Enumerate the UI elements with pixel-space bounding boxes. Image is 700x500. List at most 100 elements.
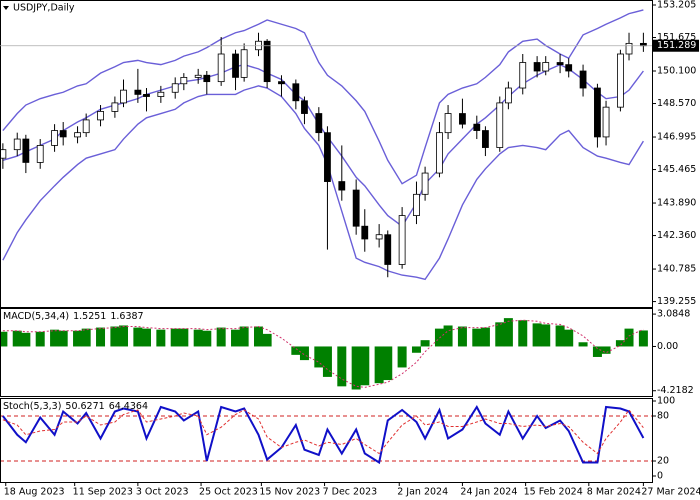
macd-bar xyxy=(202,330,212,347)
macd-bar xyxy=(495,322,505,347)
y-tick-label: 142.360 xyxy=(657,230,696,241)
macd-bar xyxy=(50,329,60,347)
y-tick-label: 3.0848 xyxy=(657,309,690,320)
macd-bar xyxy=(231,329,241,347)
x-tick-label: 15 Nov 2023 xyxy=(259,487,320,498)
indicator-value: 1.6387 xyxy=(110,311,143,322)
candle-body xyxy=(120,89,127,104)
y-tick-label: 153.205 xyxy=(657,0,696,10)
indicator-title: MACD(5,34,4) xyxy=(3,311,69,322)
macd-bar xyxy=(81,328,91,347)
macd-bar xyxy=(638,330,648,347)
candle-body xyxy=(217,53,225,83)
macd-bar xyxy=(374,346,384,384)
macd-bar xyxy=(541,324,551,347)
macd-bar xyxy=(96,327,106,347)
candle-body xyxy=(263,40,271,83)
candle-body xyxy=(565,64,573,72)
candle-body xyxy=(232,53,239,78)
indicator-label: MACD(5,34,4) 1.5251 1.6387 xyxy=(3,311,144,322)
candle-body xyxy=(171,83,179,93)
y-tick-label: 20 xyxy=(657,456,669,467)
macd-bar xyxy=(239,326,249,347)
bollinger-band xyxy=(2,85,644,281)
macd-bar xyxy=(503,318,513,347)
candle-body xyxy=(59,130,67,138)
macd-bar xyxy=(73,330,83,347)
macd-bar xyxy=(170,328,180,347)
macd-bar xyxy=(156,329,166,347)
price-label: 151.289 xyxy=(657,40,696,51)
plot-area xyxy=(0,318,648,390)
candle-body xyxy=(240,49,248,78)
panel-frame xyxy=(0,398,653,483)
candle-body xyxy=(375,234,383,240)
plot-area xyxy=(0,9,647,281)
indicator-value: 1.5251 xyxy=(73,311,106,322)
candle-body xyxy=(13,138,21,151)
candle-body xyxy=(36,145,44,163)
candle-body xyxy=(556,62,564,66)
macd-bar xyxy=(518,320,528,347)
indicator-label: Stoch(5,3,3) 50.6271 64.4364 xyxy=(3,401,148,412)
candle-body xyxy=(496,102,504,148)
candle-body xyxy=(482,130,489,148)
macd-bar xyxy=(179,328,189,347)
macd-bar xyxy=(141,328,151,347)
candle-body xyxy=(473,123,481,131)
macd-bar xyxy=(58,330,68,347)
macd-bar xyxy=(601,346,611,354)
bollinger-band xyxy=(2,9,644,185)
macd-bar xyxy=(193,329,203,347)
macd-signal xyxy=(2,319,644,388)
panel-frame xyxy=(0,308,653,397)
macd-bar xyxy=(0,331,8,347)
candle-body xyxy=(180,76,188,85)
x-tick-label: 2 Jan 2024 xyxy=(397,487,448,498)
macd-bar xyxy=(314,346,324,368)
candle-body xyxy=(384,234,392,265)
x-tick-label: 27 Mar 2024 xyxy=(641,487,700,498)
y-tick-label: 100 xyxy=(657,396,675,407)
macd-bar xyxy=(337,346,347,387)
macd-bar xyxy=(383,346,393,381)
candle-body xyxy=(436,132,443,174)
macd-bar xyxy=(322,346,332,377)
candle-body xyxy=(22,138,30,163)
candle-body xyxy=(315,113,323,134)
candle-body xyxy=(602,106,610,138)
y-tick-label: 140.785 xyxy=(657,264,696,275)
candle-body xyxy=(111,102,119,112)
macd-bar xyxy=(119,325,129,347)
y-tick-label: 148.570 xyxy=(657,98,696,109)
stoch-line xyxy=(2,405,645,465)
candle-body xyxy=(617,53,624,108)
menu-triangle[interactable] xyxy=(3,6,9,10)
candle-body xyxy=(579,70,587,89)
macd-bar xyxy=(35,331,45,347)
candle-body xyxy=(0,149,7,159)
macd-bar xyxy=(291,346,301,355)
macd-bar xyxy=(592,346,602,357)
candle-body xyxy=(594,87,601,138)
macd-bar xyxy=(254,326,264,347)
y-tick-label: 0 xyxy=(657,471,663,482)
macd-bar xyxy=(624,328,634,347)
candle-body xyxy=(459,113,466,125)
y-tick-label: 80 xyxy=(657,411,669,422)
x-tick-label: 18 Aug 2023 xyxy=(4,487,65,498)
panel-frame xyxy=(0,0,653,308)
x-tick-label: 3 Oct 2023 xyxy=(136,487,189,498)
chart-title: USDJPY,Daily xyxy=(13,3,75,14)
candle-body xyxy=(292,83,300,102)
candle-body xyxy=(361,225,369,240)
x-tick-label: 15 Feb 2024 xyxy=(524,487,583,498)
x-tick-label: 7 Dec 2023 xyxy=(323,487,378,498)
candle-body xyxy=(398,215,406,265)
candle-body xyxy=(533,62,541,72)
candle-body xyxy=(143,93,150,97)
candle-body xyxy=(74,132,81,138)
candle-body xyxy=(324,132,331,182)
indicator-value: 50.6271 xyxy=(65,401,104,412)
macd-bar xyxy=(21,332,31,347)
